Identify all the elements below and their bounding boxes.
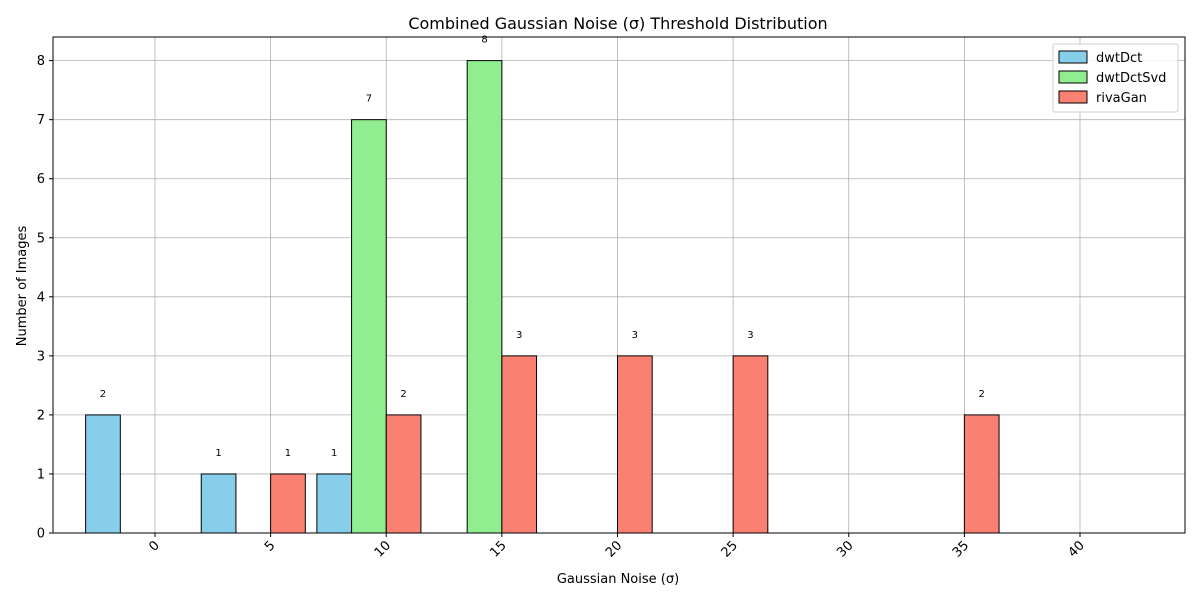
bar-value-label: 3 [632, 330, 638, 341]
bars [85, 60, 1000, 534]
y-tick-label: 3 [37, 349, 45, 364]
bar-value-label: 3 [516, 330, 522, 341]
bar-rivaGan-35 [963, 414, 1000, 534]
bar-value-label: 1 [215, 448, 221, 459]
bar-value-label: 8 [481, 35, 487, 46]
bar-value-label: 1 [331, 448, 337, 459]
x-tick-label: 35 [950, 538, 972, 560]
legend-swatch-dwtDct [1058, 50, 1088, 64]
bar-value-label: 7 [366, 94, 372, 105]
bar-dwtDct-5 [200, 473, 237, 534]
x-tick-label: 10 [372, 538, 394, 560]
bar-value-label: 2 [400, 389, 406, 400]
x-tick-label: 30 [834, 538, 856, 560]
y-tick-label: 1 [37, 467, 45, 482]
bar-value-label: 3 [747, 330, 753, 341]
x-tick-label: 0 [146, 538, 162, 554]
y-axis-ticks: 0 1 2 3 4 5 6 7 8 [37, 54, 53, 542]
x-tick-label: 20 [603, 538, 625, 560]
x-tick-label: 5 [262, 538, 278, 554]
y-tick-label: 0 [37, 527, 45, 542]
legend: dwtDct dwtDctSvd rivaGan [1052, 43, 1179, 113]
y-tick-label: 8 [37, 54, 45, 69]
bar-rivaGan-5 [270, 473, 306, 534]
bar-dwtDct-10 [316, 473, 353, 534]
x-axis-label: Gaussian Noise (σ) [557, 572, 679, 587]
legend-label-dwtDctSvd: dwtDctSvd [1096, 71, 1166, 86]
legend-swatch-dwtDctSvd [1058, 70, 1088, 84]
x-axis-ticks: 0 5 10 15 20 25 30 35 40 [146, 533, 1088, 561]
x-tick-label: 15 [487, 538, 509, 560]
legend-label-dwtDct: dwtDct [1096, 51, 1142, 66]
bar-rivaGan-20 [617, 355, 653, 534]
y-axis-label: Number of Images [15, 226, 30, 347]
y-tick-label: 4 [37, 290, 45, 305]
bar-value-label: 2 [979, 389, 985, 400]
legend-swatch-rivaGan [1058, 90, 1088, 104]
x-tick-label: 40 [1066, 538, 1088, 560]
chart-title: Combined Gaussian Noise (σ) Threshold Di… [408, 14, 827, 33]
bar-value-label: 2 [100, 389, 106, 400]
y-tick-label: 5 [37, 231, 45, 246]
bar-dwtDct-0 [85, 414, 121, 534]
bar-rivaGan-10 [385, 414, 422, 534]
y-tick-label: 6 [37, 172, 45, 187]
y-tick-label: 2 [37, 408, 45, 423]
bar-dwtDctSvd-15 [466, 60, 503, 534]
bar-labels: 2 1 1 7 8 1 2 3 3 3 2 [100, 35, 985, 459]
x-tick-label: 25 [719, 538, 741, 560]
bar-rivaGan-15 [501, 355, 538, 534]
bar-rivaGan-25 [732, 355, 769, 534]
plot-frame [52, 36, 1186, 534]
y-tick-label: 7 [37, 113, 45, 128]
bar-value-label: 1 [285, 448, 291, 459]
legend-label-rivaGan: rivaGan [1096, 91, 1147, 106]
bar-dwtDctSvd-10 [351, 119, 387, 534]
